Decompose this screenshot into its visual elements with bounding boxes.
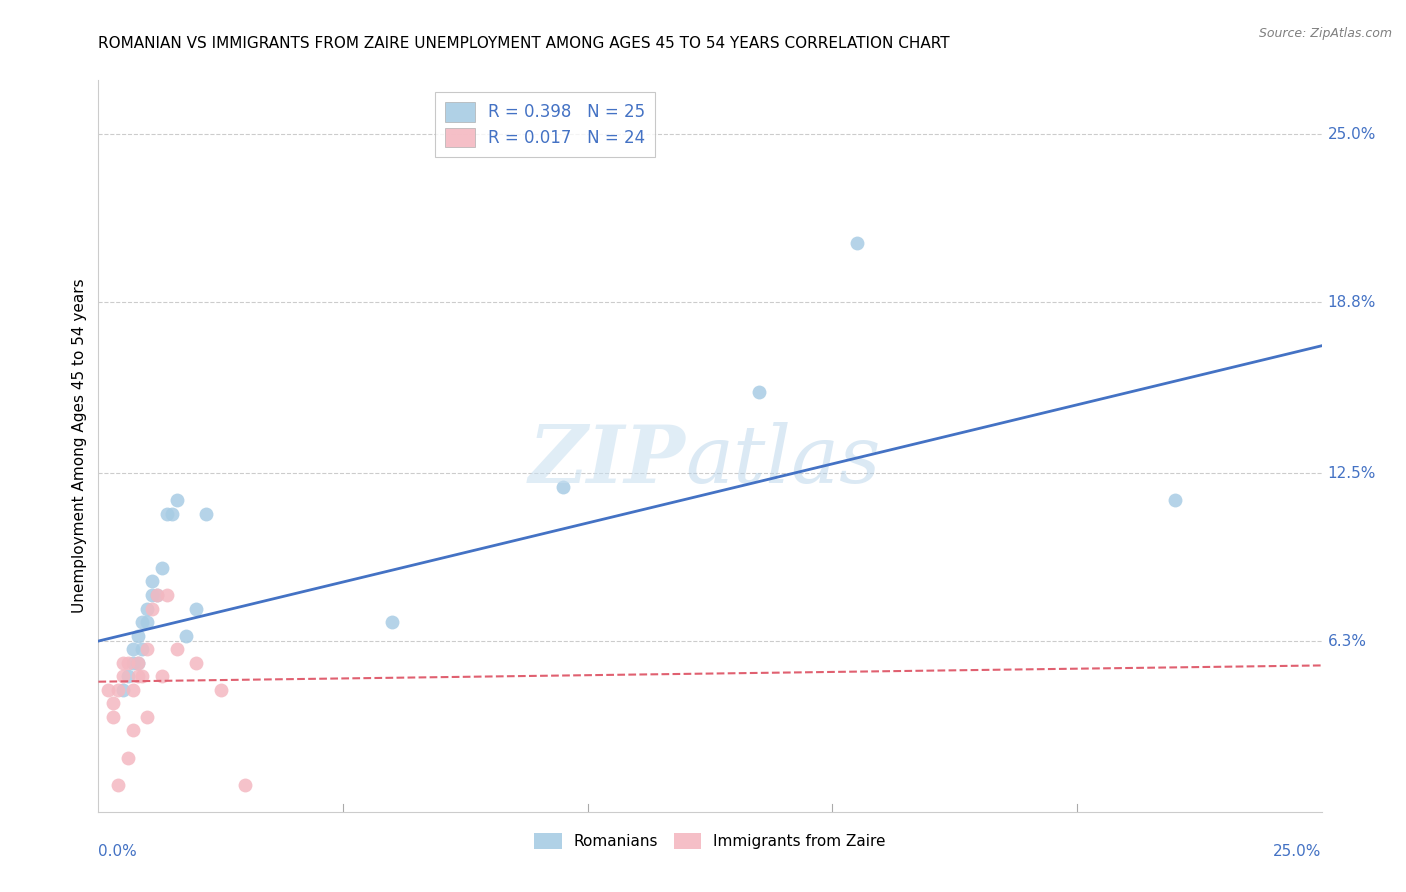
Point [131, 669, 153, 683]
Text: 25.0%: 25.0% [1274, 844, 1322, 859]
Point [131, 615, 153, 629]
Point [176, 629, 198, 643]
Point [97, 682, 120, 697]
Point [101, 710, 124, 724]
Y-axis label: Unemployment Among Ages 45 to 54 years: Unemployment Among Ages 45 to 54 years [72, 278, 87, 614]
Text: Source: ZipAtlas.com: Source: ZipAtlas.com [1258, 27, 1392, 40]
Text: ZIP: ZIP [529, 422, 686, 500]
Point [160, 507, 183, 521]
Text: 6.3%: 6.3% [1327, 633, 1367, 648]
Point [141, 588, 163, 602]
Point [117, 750, 139, 764]
Point [127, 656, 149, 670]
Text: atlas: atlas [686, 422, 882, 500]
Point [111, 669, 134, 683]
Point [121, 642, 143, 657]
Point [195, 507, 218, 521]
Point [111, 682, 134, 697]
Point [121, 656, 143, 670]
Text: 18.8%: 18.8% [1327, 295, 1376, 310]
Text: ROMANIAN VS IMMIGRANTS FROM ZAIRE UNEMPLOYMENT AMONG AGES 45 TO 54 YEARS CORRELA: ROMANIAN VS IMMIGRANTS FROM ZAIRE UNEMPL… [98, 36, 950, 51]
Point [136, 710, 159, 724]
Point [136, 642, 159, 657]
Point [121, 723, 143, 738]
Point [111, 656, 134, 670]
Point [156, 588, 179, 602]
Point [166, 493, 188, 508]
Point [127, 669, 149, 683]
Point [186, 601, 208, 615]
Text: 25.0%: 25.0% [1327, 127, 1376, 142]
Text: 0.0%: 0.0% [98, 844, 138, 859]
Point [141, 574, 163, 589]
Legend: Romanians, Immigrants from Zaire: Romanians, Immigrants from Zaire [529, 827, 891, 855]
Point [146, 588, 169, 602]
Point [150, 669, 173, 683]
Point [141, 601, 163, 615]
Point [166, 642, 188, 657]
Point [186, 656, 208, 670]
Point [127, 656, 149, 670]
Point [107, 682, 129, 697]
Point [136, 615, 159, 629]
Point [209, 682, 232, 697]
Point [121, 682, 143, 697]
Point [107, 778, 129, 792]
Point [117, 656, 139, 670]
Point [146, 588, 169, 602]
Point [381, 615, 404, 629]
Point [156, 507, 179, 521]
Point [233, 778, 256, 792]
Point [748, 384, 770, 399]
Point [150, 561, 173, 575]
Point [845, 235, 868, 250]
Text: 12.5%: 12.5% [1327, 466, 1376, 481]
Point [1164, 493, 1187, 508]
Point [553, 480, 575, 494]
Point [101, 697, 124, 711]
Point [127, 629, 149, 643]
Point [131, 642, 153, 657]
Point [136, 601, 159, 615]
Point [117, 669, 139, 683]
